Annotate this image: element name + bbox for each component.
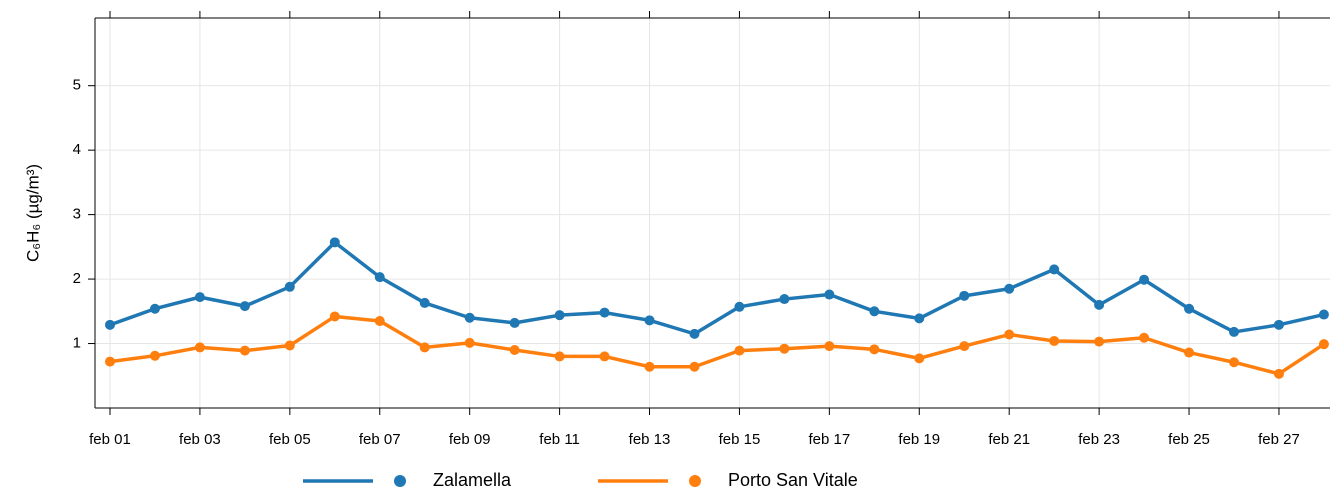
data-point [1273,319,1284,330]
y-tick-label: 1 [73,335,81,352]
x-tick-label: feb 05 [269,431,311,448]
data-point [105,319,115,330]
x-tick-label: feb 15 [719,431,761,448]
data-point [239,345,250,356]
data-point [284,281,295,292]
data-point [1004,283,1015,294]
data-point [149,303,160,314]
data-point [419,297,430,308]
data-point [194,342,205,353]
data-point [554,310,565,321]
series-line [109,314,1325,376]
x-tick-label: feb 13 [629,431,671,448]
data-point [599,307,610,318]
data-point [329,237,340,248]
data-point [1094,336,1105,347]
data-point [689,361,700,372]
data-point [554,351,565,362]
data-point [914,313,925,324]
data-point [509,344,520,355]
data-point [239,301,250,312]
data-point [644,315,655,326]
y-axis-label: C₆H₆ (µg/m³) [23,164,42,262]
data-point [869,344,880,355]
data-point [509,317,520,328]
x-tick-label: feb 11 [539,431,580,448]
x-tick-label: feb 17 [809,431,851,448]
x-tick-label: feb 01 [89,431,131,448]
legend-marker [394,475,406,487]
data-point [959,341,970,352]
data-point [374,272,385,283]
data-point [734,345,745,356]
data-point [1184,303,1195,314]
data-point [1318,309,1329,320]
data-point [464,312,475,323]
data-point [1229,357,1239,368]
data-point [1184,347,1195,358]
data-point [105,356,115,367]
data-point [779,294,790,305]
y-tick-label: 5 [73,77,81,94]
legend-label: Zalamella [433,470,512,490]
data-point [419,342,430,353]
data-point [329,311,340,322]
data-point [1139,274,1150,285]
legend-marker [689,475,701,487]
data-point [1004,329,1015,340]
x-tick-label: feb 19 [898,431,940,448]
data-point [1094,299,1105,310]
x-tick-label: feb 25 [1168,431,1210,448]
x-tick-label: feb 09 [449,431,491,448]
data-point [959,290,970,301]
x-tick-label: feb 23 [1078,431,1120,448]
data-point [149,350,160,361]
data-point [644,361,655,372]
data-point [1049,335,1060,346]
data-point [464,337,475,348]
data-point [689,328,700,339]
series-line [109,240,1325,336]
x-tick-label: feb 27 [1258,431,1300,448]
legend-label: Porto San Vitale [728,470,858,490]
data-point [374,315,385,326]
data-point [824,341,835,352]
data-point [734,301,745,312]
x-tick-label: feb 07 [359,431,401,448]
y-tick-label: 3 [73,206,81,223]
data-point [779,343,790,354]
data-point [1229,326,1239,337]
data-point [1049,264,1060,275]
data-point [1318,339,1329,350]
data-point [284,340,295,351]
data-point [869,306,880,317]
data-point [194,292,205,303]
y-tick-label: 2 [73,270,81,287]
data-point [914,353,925,364]
data-point [824,289,835,300]
data-point [1273,368,1284,379]
x-tick-label: feb 03 [179,431,221,448]
y-tick-label: 4 [73,141,81,158]
x-tick-label: feb 21 [988,431,1030,448]
data-point [599,351,610,362]
data-point [1139,332,1150,343]
